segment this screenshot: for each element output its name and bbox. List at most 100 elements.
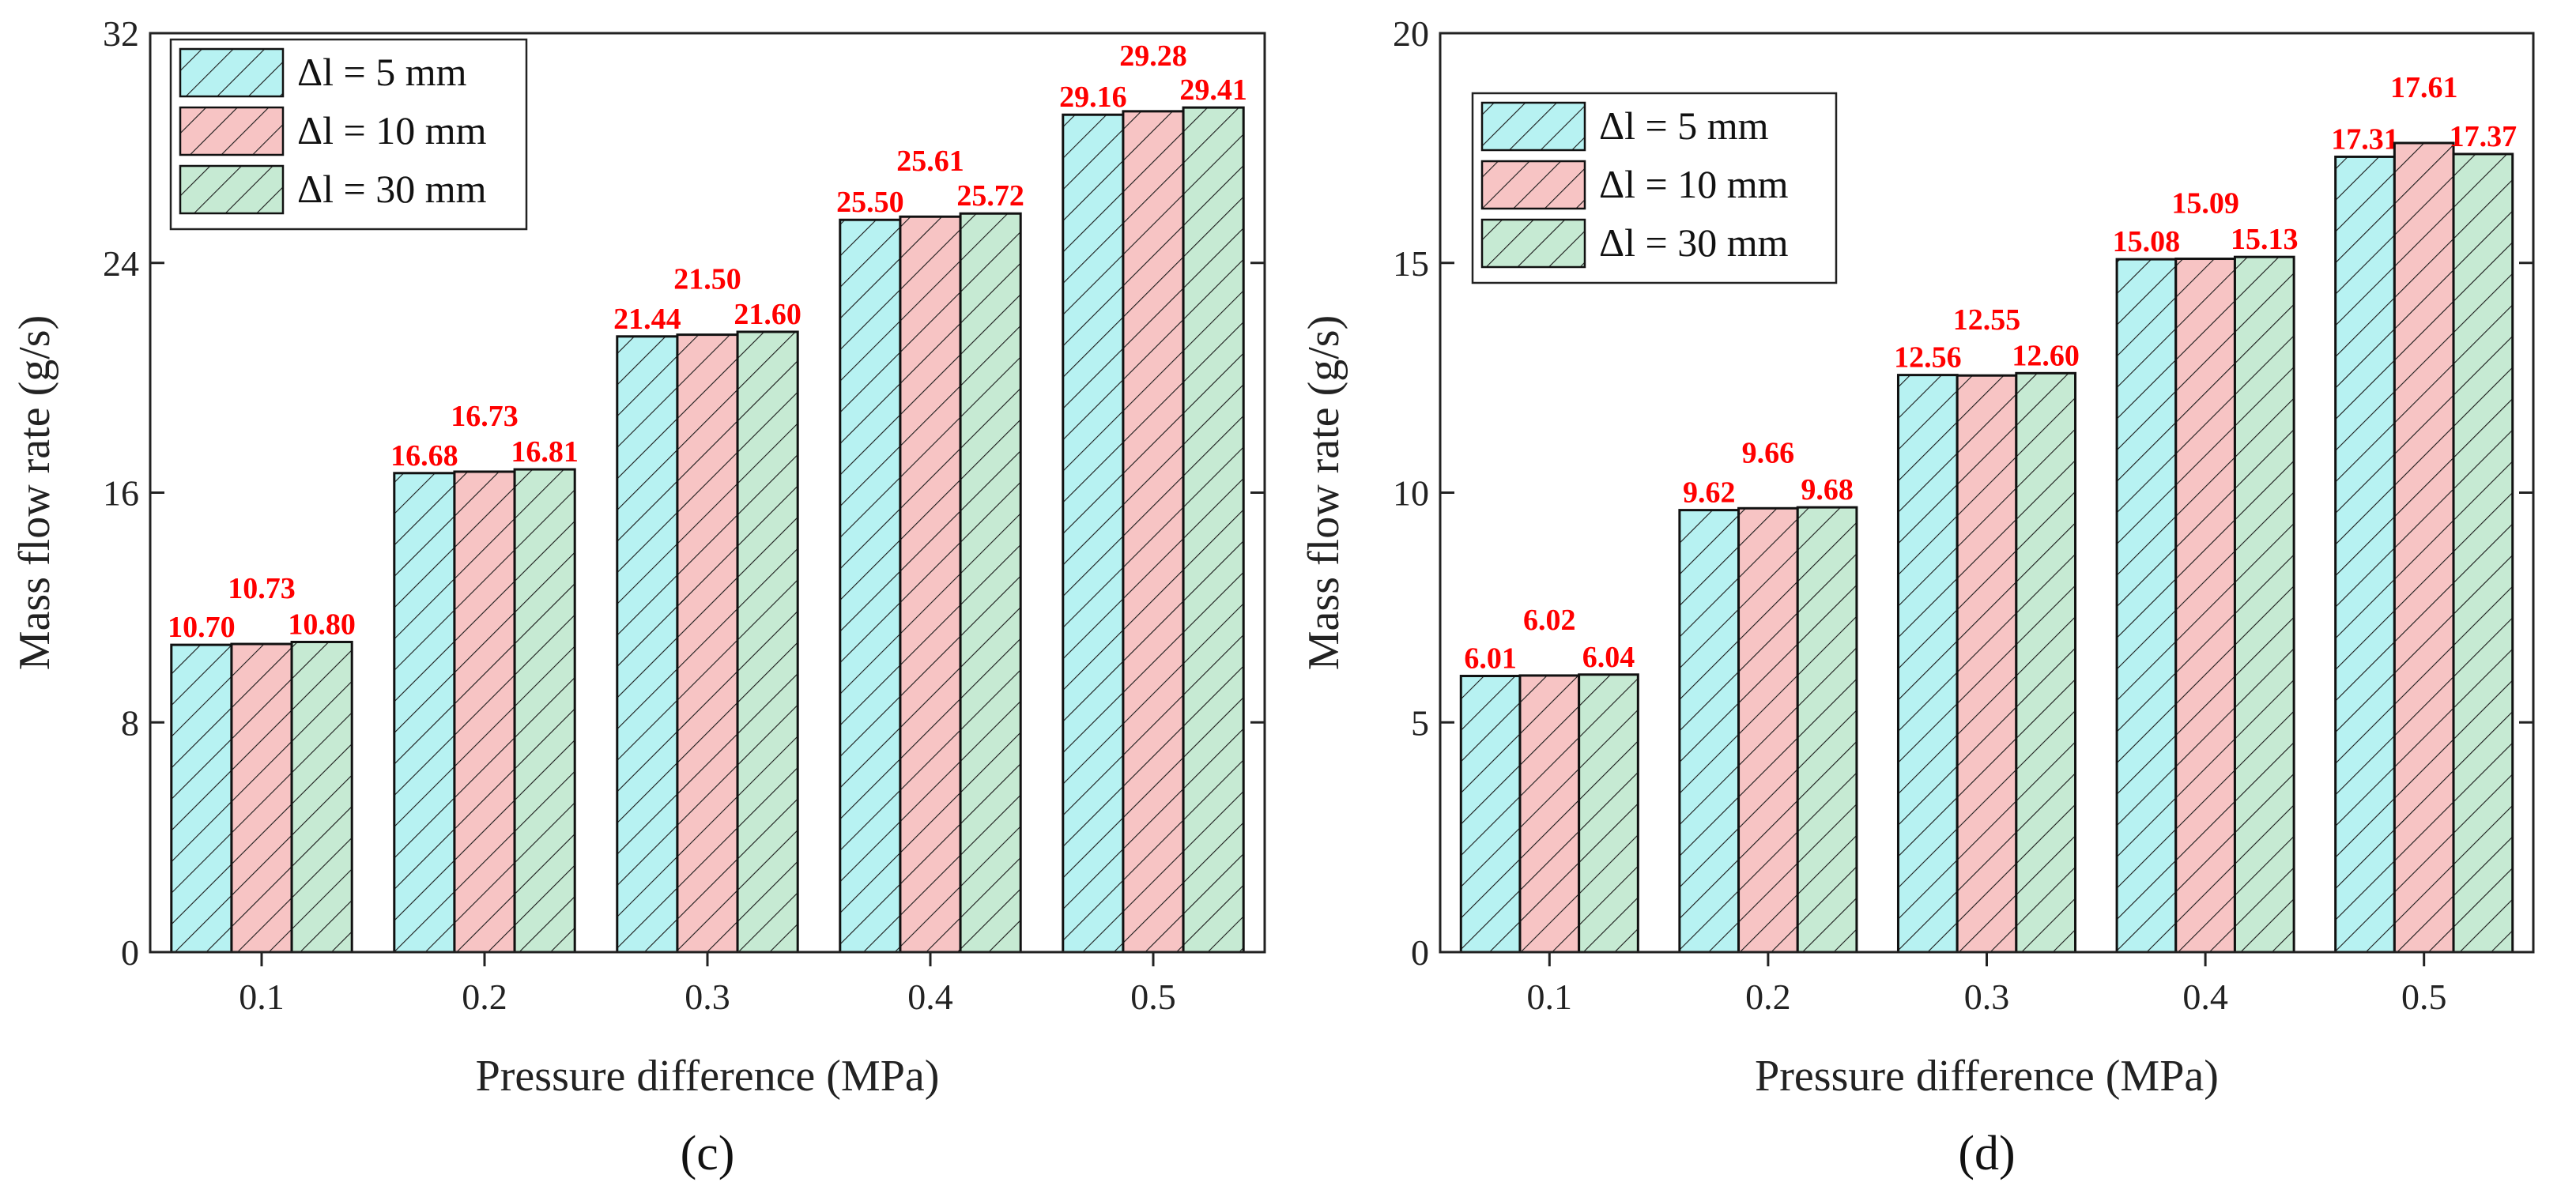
bar: [676, 333, 739, 954]
x-tick-label: 0.4: [2182, 977, 2228, 1017]
legend-swatch: [179, 47, 285, 98]
legend-label: Δl = 5 mm: [297, 50, 467, 94]
bar: [1678, 509, 1741, 954]
legend-swatch: [179, 164, 285, 215]
data-label: 12.55: [1953, 303, 2021, 337]
legend-label: Δl = 10 mm: [1599, 162, 1789, 206]
legend-swatch: [1480, 160, 1586, 210]
x-tick-label: 0.1: [239, 977, 285, 1017]
bar: [736, 330, 799, 954]
y-tick-label: 0: [121, 932, 139, 973]
data-label: 25.61: [896, 145, 964, 178]
bar: [1578, 673, 1639, 954]
data-label: 6.04: [1582, 641, 1635, 674]
bar: [290, 640, 353, 954]
bar: [1122, 110, 1185, 954]
bar: [2115, 258, 2178, 954]
y-tick-label: 0: [1411, 932, 1429, 973]
data-label: 17.37: [2450, 120, 2518, 153]
data-label: 15.08: [2113, 225, 2181, 258]
x-axis-title: Pressure difference (MPa): [476, 1052, 940, 1101]
plot-frame: [149, 32, 1266, 954]
legend: Δl = 5 mm Δl = 10 mm Δl = 30 mm: [169, 38, 528, 231]
bar: [2015, 371, 2077, 954]
bar: [1796, 506, 1858, 954]
legend-label: Δl = 30 mm: [297, 167, 487, 211]
bar: [899, 215, 962, 954]
x-tick-label: 0.3: [1964, 977, 2010, 1017]
x-tick-label: 0.2: [462, 977, 507, 1017]
data-label: 10.73: [228, 572, 296, 605]
panel-label: (d): [1958, 1127, 2015, 1180]
data-label: 10.80: [288, 608, 356, 641]
x-tick-label: 0.5: [1130, 977, 1176, 1017]
plot-frame: [1439, 32, 2535, 954]
bar: [1896, 374, 1959, 954]
data-label: 29.41: [1179, 73, 1247, 107]
x-tick-label: 0.5: [2401, 977, 2447, 1017]
data-label: 15.09: [2171, 187, 2239, 220]
y-tick-label: 32: [103, 13, 139, 54]
bar: [2393, 141, 2455, 954]
legend-swatch: [1480, 101, 1586, 152]
bar: [2233, 255, 2295, 954]
chart-panel-d: 0 5 10 15 20 6.016.026.04 0.1 9.629.669.68 0.2 12…: [1299, 13, 2535, 1180]
x-tick-label: 0.3: [685, 977, 730, 1017]
bar: [393, 472, 456, 954]
legend-swatch: [1480, 218, 1586, 269]
bar: [1062, 113, 1125, 954]
data-label: 6.02: [1523, 604, 1576, 637]
bar: [2452, 152, 2514, 954]
y-tick-label: 5: [1411, 702, 1429, 743]
y-tick-label: 8: [121, 702, 139, 743]
bar: [1956, 374, 2018, 954]
bar: [1518, 674, 1581, 954]
x-tick-label: 0.1: [1527, 977, 1573, 1017]
data-label: 25.72: [956, 179, 1024, 213]
data-label: 25.50: [836, 186, 904, 219]
bar: [230, 642, 293, 954]
data-label: 12.60: [2012, 339, 2080, 372]
legend: Δl = 5 mm Δl = 10 mm Δl = 30 mm: [1471, 92, 1838, 284]
x-axis-title: Pressure difference (MPa): [1755, 1052, 2219, 1101]
data-label: 16.68: [390, 439, 458, 472]
data-label: 15.13: [2231, 223, 2299, 256]
bar: [1182, 106, 1245, 954]
bar: [2174, 258, 2236, 954]
bar: [616, 335, 679, 954]
y-axis-title: Mass flow rate (g/s): [10, 315, 59, 670]
bar: [1459, 675, 1522, 954]
data-label: 21.44: [613, 303, 681, 336]
data-label: 21.60: [734, 298, 801, 331]
bar: [513, 468, 576, 954]
data-label: 16.81: [511, 435, 579, 469]
y-tick-label: 16: [103, 473, 139, 514]
data-label: 10.70: [168, 611, 236, 644]
bar: [959, 212, 1022, 954]
y-tick-label: 20: [1393, 13, 1429, 54]
y-tick-label: 15: [1393, 243, 1429, 284]
bar: [839, 218, 902, 954]
data-label: 9.66: [1742, 436, 1795, 469]
data-label: 16.73: [451, 400, 519, 433]
legend-label: Δl = 10 mm: [297, 108, 487, 152]
y-axis-title: Mass flow rate (g/s): [1299, 315, 1348, 670]
data-label: 29.28: [1119, 40, 1187, 73]
y-tick-label: 24: [103, 243, 139, 284]
legend-label: Δl = 5 mm: [1599, 104, 1769, 148]
panel-label: (c): [681, 1127, 735, 1180]
x-tick-label: 0.2: [1745, 977, 1791, 1017]
data-label: 29.16: [1059, 81, 1127, 114]
bar: [170, 643, 233, 954]
bar: [2334, 155, 2396, 954]
legend-swatch: [179, 106, 285, 156]
data-label: 17.31: [2331, 122, 2399, 156]
x-tick-label: 0.4: [907, 977, 953, 1017]
data-label: 9.68: [1801, 473, 1854, 506]
bar: [453, 470, 516, 954]
y-tick-label: 10: [1393, 473, 1429, 514]
data-label: 12.56: [1894, 341, 1962, 375]
data-label: 17.61: [2390, 71, 2458, 104]
